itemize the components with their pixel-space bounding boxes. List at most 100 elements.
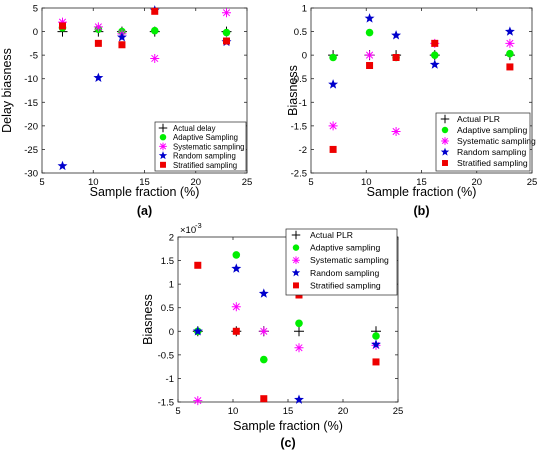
data-point-stratified [392, 54, 400, 61]
legend-box [435, 112, 531, 172]
data-point-adaptive [329, 53, 337, 62]
legend-marker-actual [291, 230, 301, 240]
data-point-adaptive [260, 355, 268, 364]
y-tick-label: -1 [299, 98, 307, 109]
legend-label: Actual PLR [457, 114, 500, 124]
data-point-stratified [329, 145, 337, 153]
x-tick-label: 15 [283, 406, 294, 417]
data-point-systematic [58, 17, 67, 27]
data-point-random [364, 13, 375, 23]
y-tick-label: -10 [24, 74, 38, 85]
y-tick-label: 2 [169, 233, 174, 244]
x-tick-label: 15 [416, 177, 427, 188]
data-point-stratified [366, 62, 374, 70]
y-tick-label: -20 [24, 121, 38, 132]
panel-label: (b) [414, 204, 430, 218]
data-point-systematic [365, 50, 375, 60]
legend-box [154, 121, 247, 172]
data-point-random [57, 160, 68, 171]
legend-label: Random sampling [310, 268, 379, 278]
data-point-systematic [231, 302, 241, 312]
legend-marker-systematic [292, 256, 300, 265]
legend-label: Systematic sampling [457, 136, 536, 146]
y-tick-label: 0 [169, 327, 174, 338]
x-tick-label: 20 [338, 406, 349, 417]
data-point-stratified [232, 327, 240, 335]
data-point-systematic [222, 8, 231, 18]
data-point-random [117, 32, 127, 42]
data-point-random [258, 288, 269, 298]
legend-marker-systematic [441, 137, 449, 145]
data-point-random [504, 26, 515, 36]
data-point-adaptive [506, 49, 514, 58]
data-point-stratified [194, 261, 202, 269]
x-tick-label: 10 [88, 177, 99, 188]
x-tick-label: 20 [190, 177, 201, 188]
y-tick-label: 5 [33, 4, 38, 15]
legend-marker-stratified [160, 161, 166, 168]
x-tick-label: 10 [228, 406, 239, 417]
y-tick-label: -2.5 [291, 169, 307, 180]
x-tick-label: 5 [175, 406, 180, 417]
panel-label: (a) [137, 204, 152, 218]
data-point-stratified [151, 7, 159, 15]
data-point-systematic [328, 121, 338, 131]
data-point-systematic [193, 396, 203, 406]
legend-label: Systematic sampling [173, 142, 245, 151]
legend-label: Adaptive sampling [310, 243, 380, 253]
y-tick-label: -30 [24, 169, 38, 180]
data-point-systematic [150, 53, 160, 63]
data-point-random [391, 30, 402, 40]
y-tick-label: -1.5 [291, 121, 307, 132]
data-point-adaptive [222, 28, 231, 37]
chart-panel-b: 5 10 15 20 25 1 0.5 0 -0.5 -1 -1.5 -2 -2.5 Sample fra… [286, 4, 537, 219]
x-tick-label: 10 [361, 177, 372, 188]
y-tick-label: 1 [169, 280, 174, 291]
legend-label: Stratified sampling [457, 158, 528, 168]
y-tick-label: -1.5 [158, 398, 174, 409]
chart-panel-a: 5 10 15 20 25 5 0 -5 -10 -15 -20 -25 -30 Sample fract… [0, 4, 252, 219]
legend-label: Stratified sampling [310, 280, 381, 290]
data-point-systematic [93, 22, 103, 32]
legend-marker-adaptive [159, 133, 167, 141]
legend-marker-actual [440, 114, 450, 124]
data-point-systematic [505, 38, 515, 48]
y-tick-label: -2 [299, 145, 307, 156]
x-tick-label: 20 [471, 177, 482, 188]
y-tick-label: -25 [24, 145, 38, 156]
data-point-stratified [431, 39, 439, 47]
y-exponent-power: -3 [195, 221, 202, 230]
y-axis-label: Biasness [141, 294, 155, 345]
legend-marker-adaptive [292, 244, 300, 251]
y-tick-label: 0.5 [161, 303, 174, 314]
x-tick-label: 5 [308, 177, 313, 188]
x-axis-label: Sample fraction (%) [233, 419, 343, 433]
y-tick-label: -1 [166, 374, 174, 385]
data-point-random [192, 326, 203, 336]
x-tick-label: 15 [139, 177, 150, 188]
data-point-actual [294, 326, 304, 337]
y-tick-label: -5 [30, 51, 38, 62]
panel-label: (c) [280, 436, 295, 450]
legend-label: Systematic sampling [310, 255, 389, 265]
legend-label: Adaptive Sampling [173, 133, 238, 142]
legend-marker-systematic [159, 142, 167, 151]
data-point-random [371, 339, 381, 349]
legend-label: Random sampling [457, 147, 526, 157]
data-point-random [294, 394, 304, 404]
legend-label: Random sampling [173, 152, 236, 161]
chart-panel-c: 5 10 15 20 25 2 1.5 1 0.5 0 -0.5 -1 -1.5 ×10-3 Sample … [141, 221, 403, 450]
y-tick-label: 0.5 [294, 27, 307, 38]
data-point-adaptive [372, 332, 380, 340]
y-tick-label: 1.5 [161, 256, 174, 267]
x-tick-label: 25 [393, 406, 404, 417]
data-point-systematic [391, 127, 401, 137]
y-axis-label: Delay biasness [0, 48, 14, 133]
y-tick-label: -15 [24, 98, 38, 109]
legend-marker-stratified [293, 282, 299, 289]
data-point-random [429, 59, 440, 69]
data-point-adaptive [232, 251, 241, 259]
legend-marker-stratified [442, 160, 448, 166]
